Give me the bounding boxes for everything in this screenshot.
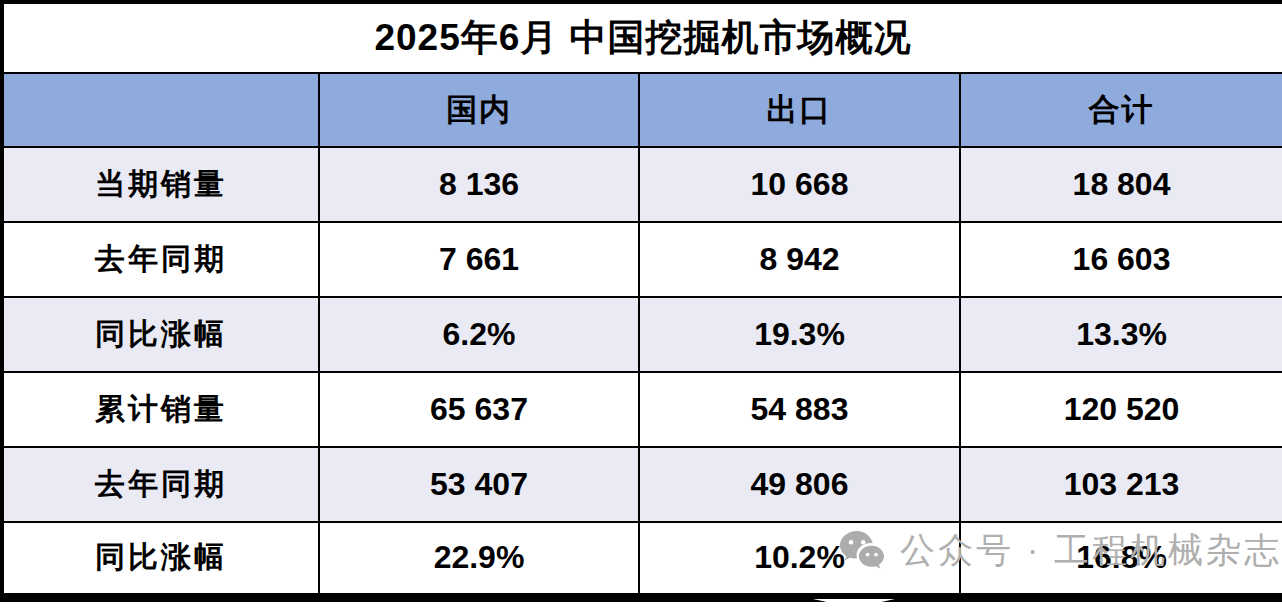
table-row: 去年同期 53 407 49 806 103 213 <box>2 447 1282 522</box>
table-row: 去年同期 7 661 8 942 16 603 <box>2 222 1282 297</box>
cell-value: 16 603 <box>960 222 1282 297</box>
cell-value: 7 661 <box>319 222 639 297</box>
column-header-total: 合计 <box>960 73 1282 147</box>
excavator-market-table: 2025年6月 中国挖掘机市场概况 国内 出口 合计 当期销量 8 136 10… <box>0 0 1282 602</box>
cell-value: 120 520 <box>960 372 1282 447</box>
row-label-yoy-growth: 同比涨幅 <box>2 522 319 597</box>
cell-value: 13.3% <box>960 297 1282 372</box>
row-label-yoy-growth: 同比涨幅 <box>2 297 319 372</box>
row-label-last-year-period: 去年同期 <box>2 447 319 522</box>
page-title: 2025年6月 中国挖掘机市场概况 <box>2 2 1282 73</box>
cell-value: 8 136 <box>319 147 639 222</box>
cell-value: 19.3% <box>639 297 960 372</box>
table-row: 累计销量 65 637 54 883 120 520 <box>2 372 1282 447</box>
cell-value: 22.9% <box>319 522 639 597</box>
cell-value: 8 942 <box>639 222 960 297</box>
table-row: 同比涨幅 22.9% 10.2% 16.8% <box>2 522 1282 597</box>
cell-value: 54 883 <box>639 372 960 447</box>
cell-value: 10 668 <box>639 147 960 222</box>
row-label-last-year-period: 去年同期 <box>2 222 319 297</box>
table-title-row: 2025年6月 中国挖掘机市场概况 <box>2 2 1282 73</box>
table-header-row: 国内 出口 合计 <box>2 73 1282 147</box>
cell-value: 53 407 <box>319 447 639 522</box>
cell-value: 6.2% <box>319 297 639 372</box>
row-label-cumulative-sales: 累计销量 <box>2 372 319 447</box>
cell-value: 18 804 <box>960 147 1282 222</box>
bottom-notch-triangle <box>813 599 895 608</box>
cell-value: 103 213 <box>960 447 1282 522</box>
cell-value: 10.2% <box>639 522 960 597</box>
column-header-empty <box>2 73 319 147</box>
excavator-market-report: 2025年6月 中国挖掘机市场概况 国内 出口 合计 当期销量 8 136 10… <box>0 0 1282 609</box>
cell-value: 49 806 <box>639 447 960 522</box>
cell-value: 16.8% <box>960 522 1282 597</box>
table-row: 当期销量 8 136 10 668 18 804 <box>2 147 1282 222</box>
table-row: 同比涨幅 6.2% 19.3% 13.3% <box>2 297 1282 372</box>
row-label-current-sales: 当期销量 <box>2 147 319 222</box>
column-header-export: 出口 <box>639 73 960 147</box>
column-header-domestic: 国内 <box>319 73 639 147</box>
cell-value: 65 637 <box>319 372 639 447</box>
